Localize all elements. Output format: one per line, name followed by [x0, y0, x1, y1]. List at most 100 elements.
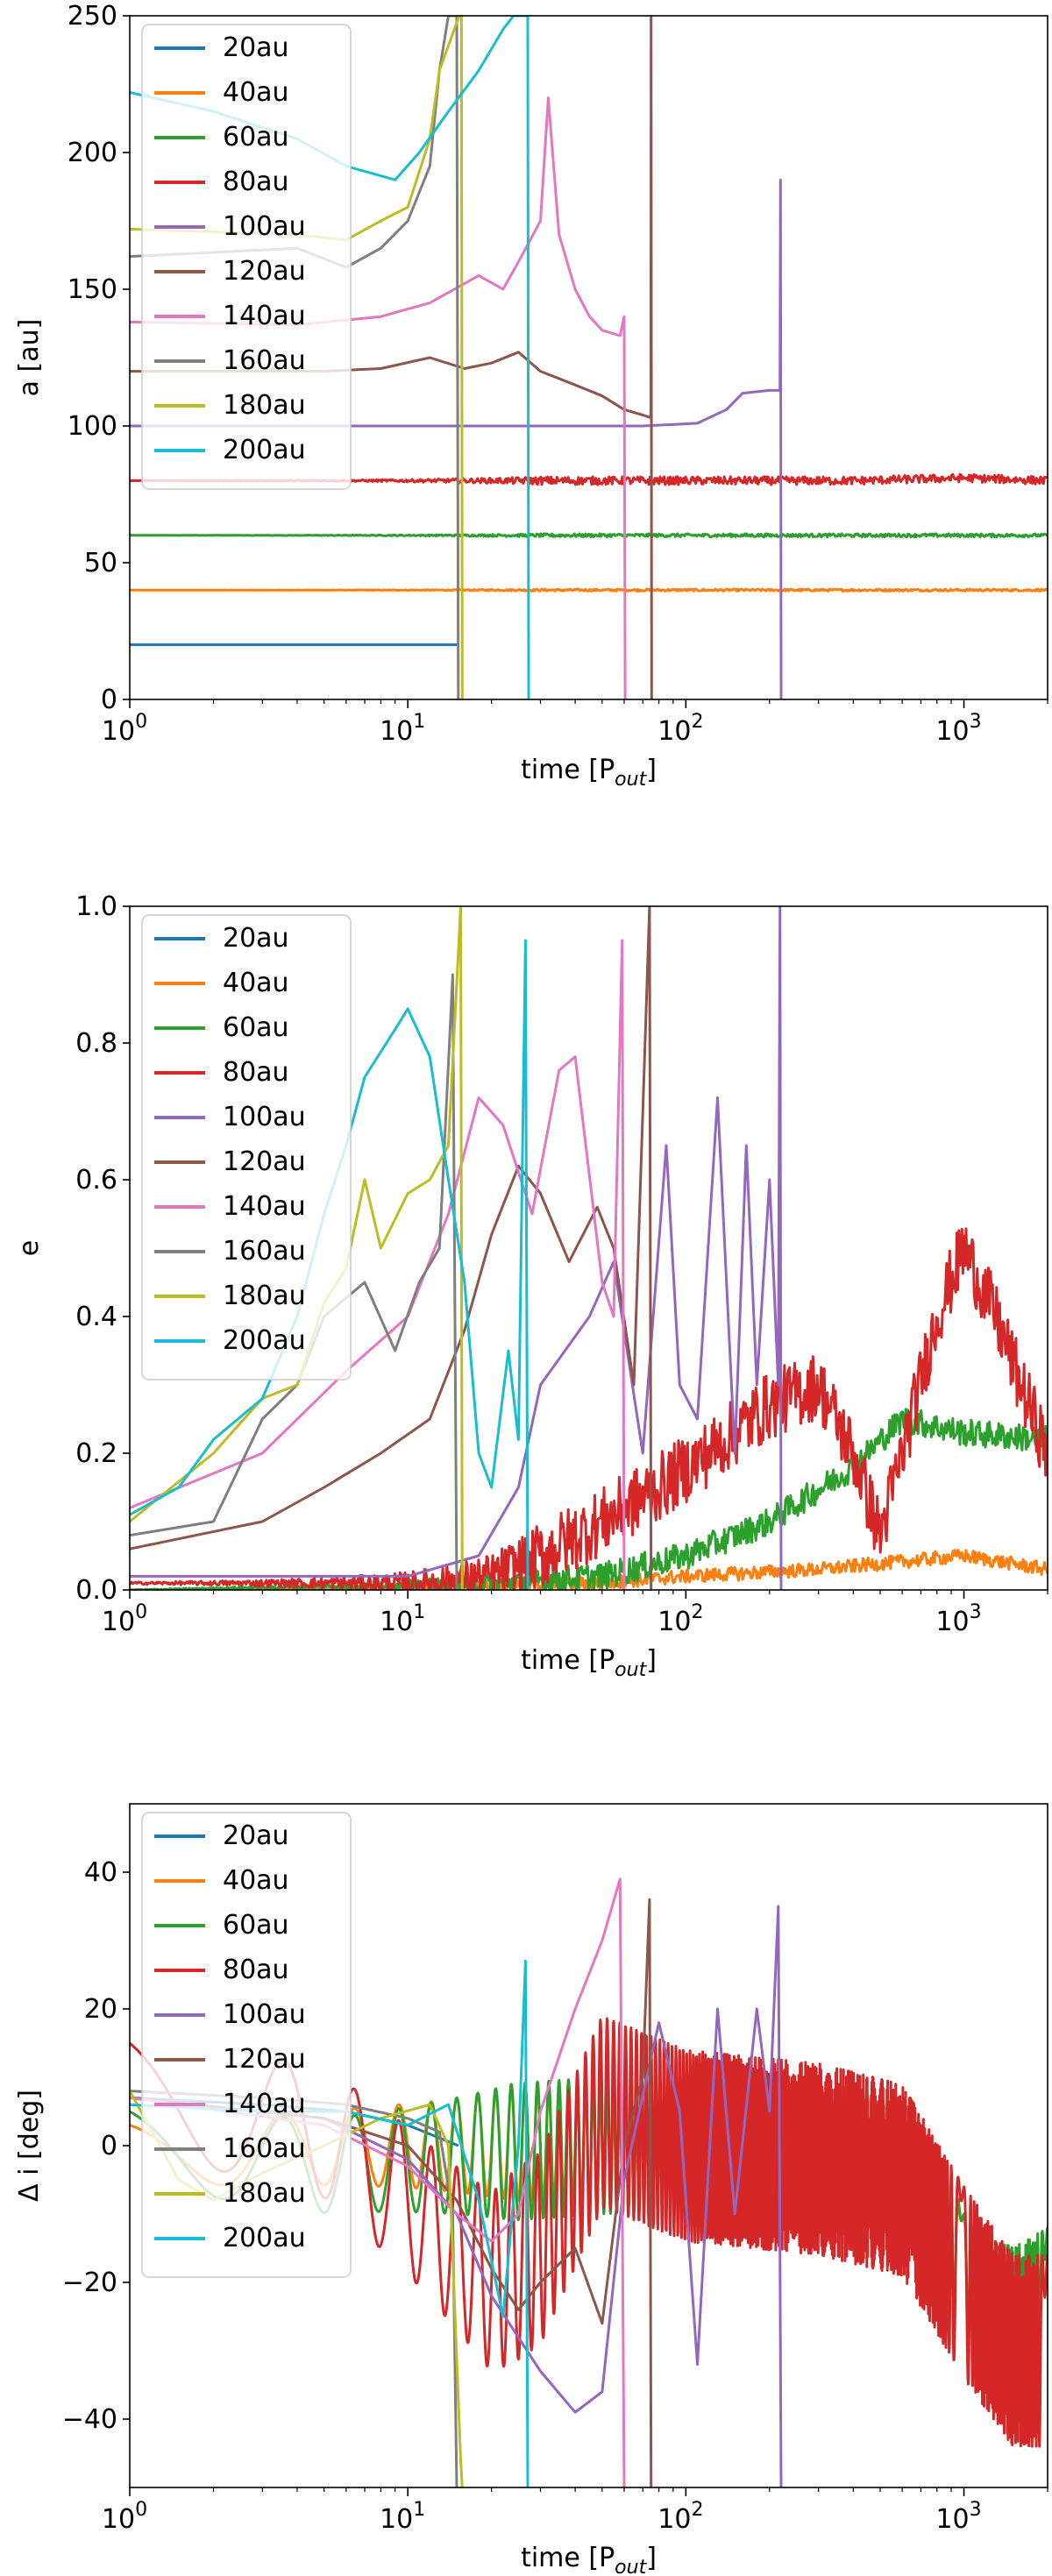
y-tick-label: 200	[68, 138, 117, 168]
legend-item-100au: 100au	[154, 1999, 306, 2030]
legend-item-200au: 200au	[154, 435, 306, 465]
legend: 20au 40au 60au 80au 100au 120au 140au 160au 180a…	[141, 914, 352, 1380]
y-tick-label: 0.2	[75, 1438, 117, 1469]
legend-label: 80au	[223, 1955, 289, 1985]
y-tick-label: −40	[62, 2404, 117, 2435]
legend-label: 60au	[223, 122, 289, 153]
legend-label: 20au	[223, 923, 289, 954]
legend-item-60au: 60au	[154, 1910, 289, 1941]
legend-item-60au: 60au	[154, 1012, 289, 1043]
x-tick-label: 100	[102, 1601, 147, 1637]
series-line-100au	[130, 906, 783, 1590]
legend-item-180au: 180au	[154, 2178, 306, 2209]
legend: 20au 40au 60au 80au 100au 120au 140au 160au 180a…	[141, 1812, 352, 2278]
legend-label: 120au	[223, 1146, 306, 1177]
legend-box	[141, 24, 352, 490]
legend-item-60au: 60au	[154, 122, 289, 153]
axes-frame	[129, 15, 1048, 700]
semi-major-axis-panel: 0 50 100 150 200 250 100 101 102 103 time [Pout] a …	[14, 1, 1048, 791]
y-tick-label: 40	[84, 1857, 117, 1888]
legend-item-180au: 180au	[154, 1281, 306, 1311]
legend-label: 180au	[223, 2178, 306, 2209]
x-tick-label: 102	[658, 1601, 703, 1637]
y-tick-label: 50	[84, 548, 117, 578]
x-axis-label: time [Pout]	[521, 2543, 657, 2576]
x-tick-label: 101	[380, 711, 425, 747]
x-tick-label: 103	[935, 1601, 981, 1637]
legend-item-140au: 140au	[154, 2089, 306, 2119]
legend-label: 180au	[223, 1281, 306, 1311]
y-tick-label: 100	[68, 411, 117, 442]
legend-item-160au: 160au	[154, 345, 306, 376]
y-axis-label: e	[14, 1240, 45, 1256]
x-tick-label: 102	[658, 711, 703, 747]
legend-item-20au: 20au	[154, 923, 289, 954]
legend-label: 80au	[223, 167, 289, 197]
y-tick-label: 0.0	[75, 1575, 117, 1606]
legend-box	[141, 1812, 352, 2278]
legend: 20au 40au 60au 80au 100au 120au 140au 160au 180a…	[141, 24, 352, 490]
legend-item-80au: 80au	[154, 167, 289, 197]
y-axis-label: Δ i [deg]	[14, 2090, 45, 2202]
legend-label: 100au	[223, 1999, 306, 2030]
legend-label: 40au	[223, 1865, 289, 1896]
series-line-140au	[130, 96, 627, 699]
legend-item-120au: 120au	[154, 1146, 306, 1177]
legend-item-140au: 140au	[154, 1191, 306, 1222]
series-line-120au	[130, 1898, 653, 2487]
legend-label: 200au	[223, 2223, 306, 2253]
legend-item-120au: 120au	[154, 256, 306, 287]
legend-item-40au: 40au	[154, 77, 289, 108]
legend-item-80au: 80au	[154, 1955, 289, 1985]
series-line-60au	[130, 532, 1048, 539]
legend-label: 60au	[223, 1012, 289, 1043]
plot-area	[130, 906, 1048, 1590]
y-tick-label: 250	[68, 1, 117, 32]
legend-item-180au: 180au	[154, 390, 306, 421]
series-line-100au	[130, 178, 783, 699]
y-tick-label: −20	[62, 2267, 117, 2298]
x-axis-label: time [Pout]	[521, 755, 657, 791]
legend-label: 80au	[223, 1057, 289, 1088]
legend-item-20au: 20au	[154, 32, 289, 63]
legend-label: 200au	[223, 435, 306, 465]
axes-frame	[129, 905, 1048, 1591]
series-line-40au	[130, 587, 1048, 593]
y-tick-label: 20	[84, 1994, 117, 2025]
legend-item-160au: 160au	[154, 1236, 306, 1267]
legend-label: 200au	[223, 1325, 306, 1356]
series-line-120au	[130, 16, 653, 699]
series-line-120au	[130, 906, 653, 1590]
legend-label: 40au	[223, 968, 289, 998]
series-line-200au	[130, 939, 530, 1590]
legend-item-80au: 80au	[154, 1057, 289, 1088]
legend-label: 180au	[223, 390, 306, 421]
legend-label: 120au	[223, 2044, 306, 2075]
y-tick-label: 0	[101, 685, 117, 715]
x-tick-label: 100	[102, 2499, 147, 2535]
legend-item-140au: 140au	[154, 301, 306, 331]
legend-label: 140au	[223, 1191, 306, 1222]
legend-item-40au: 40au	[154, 968, 289, 998]
legend-label: 160au	[223, 345, 306, 376]
y-axis-label: a [au]	[14, 319, 45, 397]
legend-label: 100au	[223, 211, 306, 242]
x-tick-label: 102	[658, 2499, 703, 2535]
legend-label: 60au	[223, 1910, 289, 1941]
eccentricity-panel: 0.0 0.2 0.4 0.6 0.8 1.0 100 101 102 103 time [Pout…	[14, 891, 1048, 1681]
legend-item-20au: 20au	[154, 1820, 289, 1851]
legend-item-200au: 200au	[154, 2223, 306, 2253]
x-tick-label: 101	[380, 1601, 425, 1637]
legend-label: 20au	[223, 1820, 289, 1851]
y-tick-label: 1.0	[75, 891, 117, 922]
x-tick-label: 101	[380, 2499, 425, 2535]
legend-item-40au: 40au	[154, 1865, 289, 1896]
series-line-80au	[130, 1227, 1048, 1590]
series-line-140au	[130, 1877, 626, 2487]
legend-label: 120au	[223, 256, 306, 287]
legend-item-100au: 100au	[154, 211, 306, 242]
legend-item-120au: 120au	[154, 2044, 306, 2075]
y-tick-label: 0	[101, 2131, 117, 2161]
series-line-140au	[130, 939, 626, 1590]
